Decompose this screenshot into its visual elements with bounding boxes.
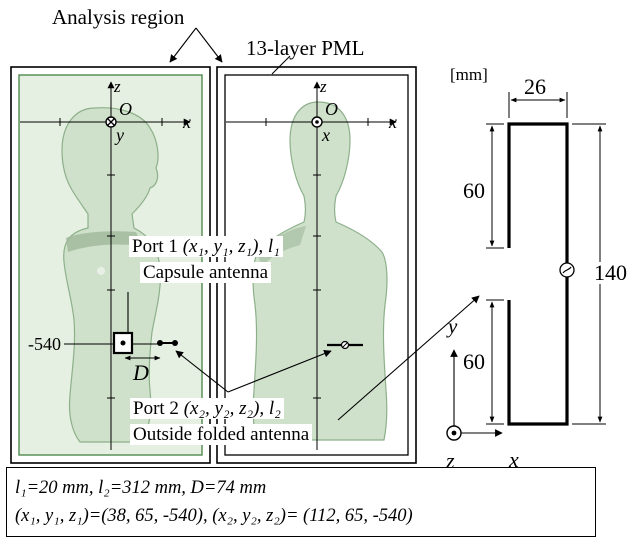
antenna-width-label: 26 [524,74,546,99]
pml-title: 13-layer PML [246,36,365,60]
right-x-label: x [389,112,397,132]
left-z-label: z [114,77,121,96]
port1-callout: Port 1 (x₁, y₁, z₁), l₁ [129,236,283,257]
folded-antenna-side-marker [157,340,178,346]
port2-arrow-to-right [227,349,332,393]
port2-coords: (x₂, y₂, z₂), l₂ [183,398,281,419]
antenna-feed [559,262,575,278]
right-z-label: z [320,77,327,96]
capsule-antenna-dot [120,340,126,346]
caption-line-1: l₁=20 mm, l₂=312 mm, D=74 mm [15,478,267,498]
folded-antenna-front-marker [327,340,363,350]
left-axis-ticks [59,118,163,399]
left-y-label: y [116,125,124,145]
left-x-label: x [183,112,191,132]
antenna-outline [507,122,569,426]
caption-line-2: (x₁, y₁, z₁)=(38, 65, -540), (x₂, y₂, z₂… [15,506,413,526]
antenna-z-label: z [446,448,455,473]
left-phantom-dot [97,267,105,275]
right-origin-label: O [325,99,338,119]
port1-label: Port 1 [132,236,178,257]
antenna-dimension-lines [486,92,606,425]
port1-coords: (x₁, y₁, z₁), l₁ [182,236,280,257]
left-origin-marker [105,116,117,128]
port2-name: Outside folded antenna [130,424,313,445]
port1-name: Capsule antenna [140,262,272,283]
z-540-tick-label: -540 [28,334,61,354]
pml-label-leader [271,55,291,75]
antenna-x-label: x [509,447,519,472]
port2-callout: Port 2 (x₂, y₂, z₂), l₂ [130,398,284,419]
d-label: D [133,360,149,385]
antenna-upper-label: 60 [463,178,485,203]
right-origin-marker [311,116,323,128]
antenna-unit-label: [mm] [450,65,488,84]
pml-arrow-left [169,27,197,63]
antenna-lower-label: 60 [463,349,485,374]
left-origin-label: O [119,99,132,119]
port2-arrow-to-left [175,350,229,393]
antenna-y-label: y [448,314,458,338]
left-phantom-shade [66,231,142,252]
parameter-caption-box: l₁=20 mm, l₂=312 mm, D=74 mm (x₁, y₁, z₁… [6,467,596,537]
pml-arrow-right [195,27,223,63]
port2-label: Port 2 [133,398,179,419]
analysis-region-title: Analysis region [52,5,185,29]
right-x-under-origin-label: x [322,125,330,145]
right-phantom-front-view [252,101,388,441]
antenna-origin-marker [446,425,462,441]
antenna-total-label: 140 [592,260,629,285]
right-axis-ticks [265,118,369,399]
zoom-arrow [337,295,480,421]
